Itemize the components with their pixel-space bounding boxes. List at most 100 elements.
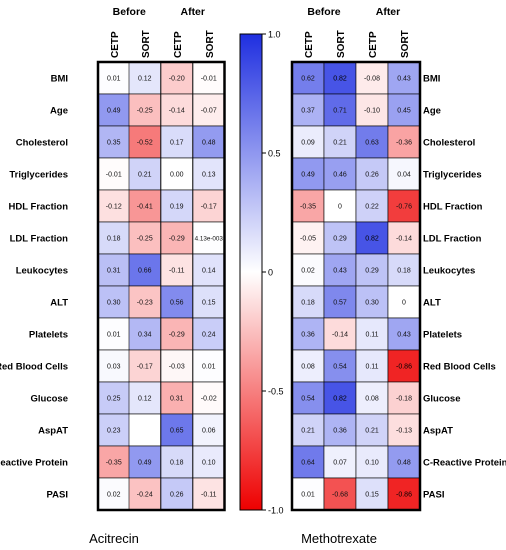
heatmap-cell — [192, 317, 225, 351]
cell-value-label: -0.11 — [201, 492, 217, 499]
column-label: SORT — [141, 30, 152, 58]
colorbar-tick-label: 1.0 — [268, 30, 281, 40]
heatmap-cell — [192, 477, 225, 511]
heatmap-cell — [128, 381, 161, 415]
cell-value-label: 0.18 — [397, 268, 411, 275]
heatmap-cell — [323, 445, 357, 479]
cell-value-label: 0.26 — [365, 172, 379, 179]
cell-value-label: 0.48 — [397, 460, 411, 467]
cell-value-label: 0.12 — [138, 76, 152, 83]
heatmap-cell — [192, 445, 225, 479]
row-label: LDL Fraction — [10, 234, 69, 245]
heatmap-cell — [291, 381, 325, 415]
cell-value-label: 0.34 — [138, 332, 152, 339]
heatmap-cell — [128, 477, 161, 511]
cell-value-label: 0.12 — [138, 396, 152, 403]
row-label: Platelets — [423, 330, 462, 341]
cell-value-label: -0.20 — [169, 76, 185, 83]
heatmap-cell — [355, 189, 389, 223]
cell-value-label: -0.18 — [396, 396, 412, 403]
cell-value-label: -0.41 — [137, 204, 153, 211]
cell-value-label: 0.13 — [202, 172, 216, 179]
heatmap-cell — [192, 413, 225, 447]
cell-value-label: -0.36 — [396, 140, 412, 147]
cell-value-label: -0.25 — [137, 108, 153, 115]
heatmap-cell — [160, 189, 193, 223]
cell-value-label: 0.57 — [333, 300, 347, 307]
heatmap-cell — [355, 413, 389, 447]
cell-value-label: 0.29 — [333, 236, 347, 243]
cell-value-label: 0.18 — [170, 460, 184, 467]
cell-value-label: 0.01 — [107, 332, 121, 339]
heatmap-cell — [387, 381, 421, 415]
row-label: PASI — [423, 490, 444, 501]
cell-value-label: -0.17 — [137, 364, 153, 371]
heatmap-cell — [192, 349, 225, 383]
cell-value-label: 0.36 — [301, 332, 315, 339]
heatmap-cell — [128, 445, 161, 479]
cell-value-label: -0.07 — [201, 108, 217, 115]
row-label: ALT — [50, 298, 68, 309]
heatmap-cell — [97, 253, 130, 287]
heatmap-cell — [323, 125, 357, 159]
row-label: Glucose — [423, 394, 461, 405]
group-label: Before — [113, 6, 146, 18]
heatmap-cell — [160, 221, 193, 255]
row-label: Triglycerides — [9, 170, 68, 181]
cell-value-label: 0.30 — [107, 300, 121, 307]
cell-value-label: 0.82 — [333, 396, 347, 403]
cell-value-label: 0.15 — [202, 300, 216, 307]
heatmap-cell — [128, 285, 161, 319]
cell-value-label: 0.01 — [202, 364, 216, 371]
heatmap-cell — [323, 93, 357, 127]
heatmap-cell — [387, 477, 421, 511]
cell-value-label: -0.08 — [364, 76, 380, 83]
row-label: Cholesterol — [423, 138, 475, 149]
cell-value-label: 0.71 — [333, 108, 347, 115]
cell-value-label: -0.29 — [169, 332, 185, 339]
cell-value-label: 0.10 — [202, 460, 216, 467]
heatmap-cell — [355, 285, 389, 319]
group-label: After — [180, 6, 205, 18]
heatmap-cell — [97, 349, 130, 383]
cell-value-label: 0.10 — [365, 460, 379, 467]
heatmap-cell — [323, 221, 357, 255]
row-label: AspAT — [423, 426, 453, 437]
heatmap-cell — [97, 61, 130, 95]
heatmap-cell — [291, 61, 325, 95]
heatmap-cell — [323, 349, 357, 383]
cell-value-label: -0.01 — [106, 172, 122, 179]
heatmap-cell — [97, 285, 130, 319]
heatmap-cell — [355, 477, 389, 511]
row-label: ALT — [423, 298, 441, 309]
cell-value-label: 0.08 — [365, 396, 379, 403]
row-label: BMI — [51, 74, 68, 85]
cell-value-label: 0.63 — [365, 140, 379, 147]
heatmap-frame — [290, 60, 422, 512]
cell-value-label: -0.29 — [169, 236, 185, 243]
row-label: PASI — [47, 490, 68, 501]
heatmap-cell — [387, 445, 421, 479]
cell-value-label: 0.19 — [170, 204, 184, 211]
cell-value-label: 0.09 — [301, 140, 315, 147]
row-label: C-Reactive Protein — [0, 458, 68, 469]
heatmap-cell — [160, 349, 193, 383]
heatmap-frame — [96, 60, 226, 512]
heatmap-cell — [387, 285, 421, 319]
cell-value-label: 0.03 — [107, 364, 121, 371]
cell-value-label: -0.12 — [106, 204, 122, 211]
row-label: Glucose — [31, 394, 69, 405]
cell-value-label: 0.15 — [365, 492, 379, 499]
cell-value-label: 0.62 — [301, 76, 315, 83]
cell-value-label: 0.06 — [202, 428, 216, 435]
cell-value-label: 0 — [402, 300, 406, 307]
heatmap-cell — [291, 477, 325, 511]
cell-value-label: -0.14 — [396, 236, 412, 243]
column-label: SORT — [336, 30, 347, 58]
colorbar-tick-label: 0 — [268, 268, 273, 278]
cell-value-label: 0.65 — [170, 428, 184, 435]
heatmap-cell — [97, 413, 130, 447]
column-label: CETP — [304, 31, 315, 58]
cell-value-label: 0.45 — [397, 108, 411, 115]
row-label: HDL Fraction — [423, 202, 483, 213]
